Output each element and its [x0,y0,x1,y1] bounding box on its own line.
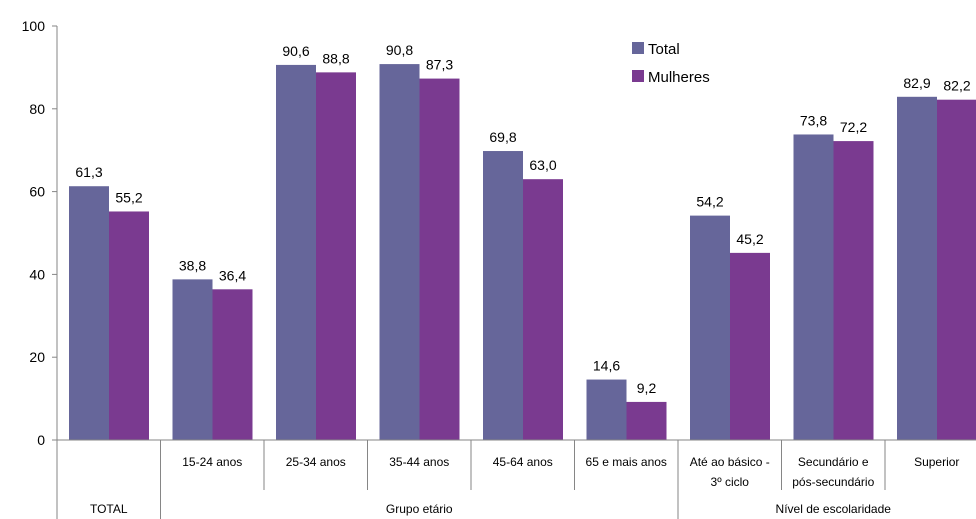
y-tick-label: 80 [29,101,45,117]
group-label: Grupo etário [386,502,453,516]
y-tick-label: 40 [29,266,45,282]
data-label: 73,8 [800,112,827,128]
data-label: 61,3 [75,164,102,180]
data-label: 63,0 [529,157,556,173]
data-label: 90,8 [386,42,413,58]
data-label: 14,6 [593,358,620,374]
data-label: 69,8 [489,129,516,145]
data-label: 72,2 [840,119,867,135]
category-label: 15-24 anos [182,455,242,469]
legend-swatch [632,70,644,82]
group-label: TOTAL [90,502,128,516]
bar [172,279,213,440]
data-label: 54,2 [696,194,723,210]
chart-axes: 0 20 40 60 80 100 [22,18,58,448]
category-label: 25-34 anos [286,455,346,469]
data-label: 45,2 [736,231,763,247]
bar [276,64,316,440]
data-label: 38,8 [179,257,206,273]
data-label: 82,2 [943,78,970,94]
data-label: 9,2 [637,380,657,396]
bar [586,379,627,440]
bar [419,78,460,440]
y-tick-label: 20 [29,349,45,365]
bar [793,134,834,440]
legend: Total Mulheres [632,41,710,86]
category-label: 45-64 anos [493,455,553,469]
category-label: Superior [914,455,959,469]
x-axis: 15-24 anos 25-34 anos 35-44 anos 45-64 anos… [56,439,976,519]
category-label: pós-secundário [792,475,874,489]
category-label: 3º ciclo [711,475,750,489]
data-label: 90,6 [282,43,309,59]
bar [109,211,149,440]
bar [212,289,253,440]
bar [833,141,874,441]
y-tick-label: 60 [29,184,45,200]
category-label: 65 e mais anos [586,455,667,469]
data-label: 87,3 [426,57,453,73]
legend-label: Mulheres [648,69,710,86]
bar [897,96,937,440]
legend-swatch [632,42,644,54]
category-label: Até ao básico - [690,455,770,469]
data-label: 36,4 [219,267,246,283]
data-label: 55,2 [115,189,142,205]
bar [69,186,109,440]
bar [483,151,523,440]
bar [730,252,770,440]
data-label: 82,9 [903,75,930,91]
data-label: 88,8 [322,50,349,66]
bar [316,72,356,441]
bars-layer [69,64,976,441]
y-tick-label: 0 [37,432,45,448]
value-labels-layer: 61,3 38,8 90,6 90,8 69,8 14,6 54,2 73,8 82,9 55,2… [75,42,970,396]
bar [379,64,420,440]
legend-label: Total [648,41,680,58]
category-label: 35-44 anos [389,455,449,469]
bar [937,99,976,440]
group-label: Nível de escolaridade [776,502,892,516]
bar [523,179,563,440]
category-label: Secundário e [798,455,869,469]
bar [626,401,667,440]
bar [690,215,730,440]
y-tick-label: 100 [22,18,46,34]
